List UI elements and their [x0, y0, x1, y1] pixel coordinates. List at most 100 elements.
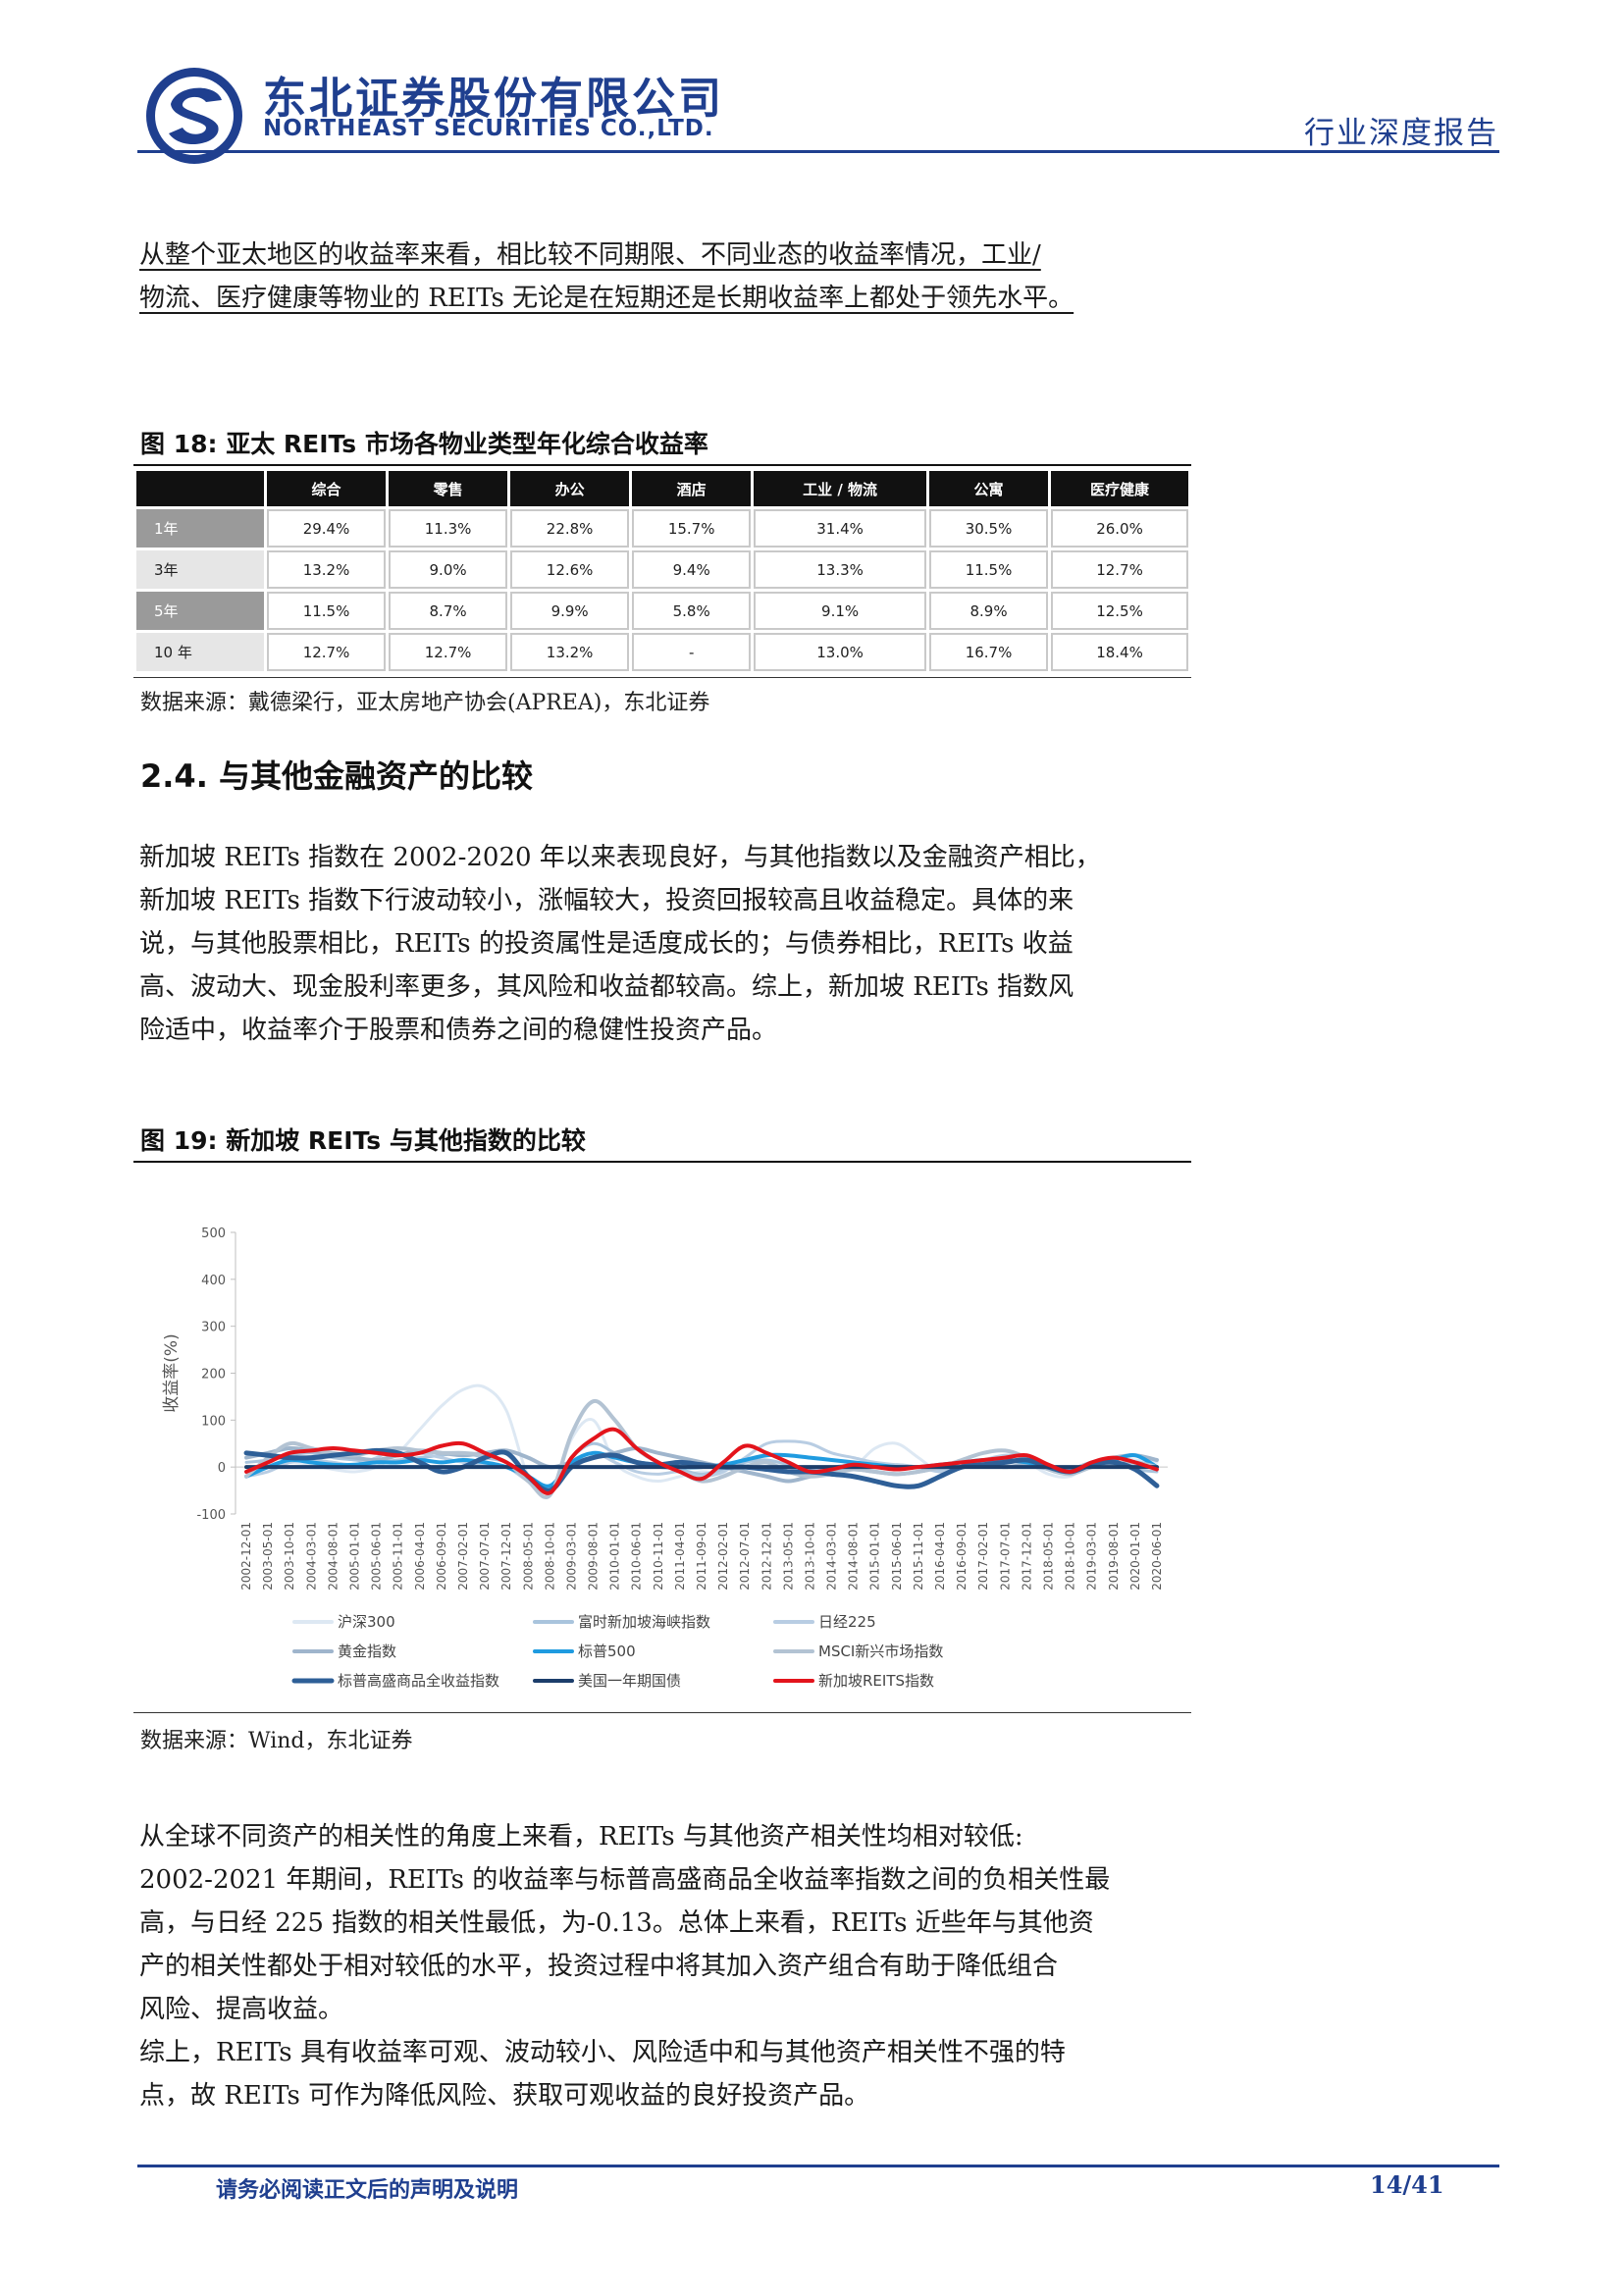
- table-header-row: 综合 零售 办公 酒店 工业 / 物流 公寓 医疗健康: [136, 471, 1188, 506]
- row-header: 1年: [136, 509, 264, 548]
- paragraph-line: 说，与其他股票相比，REITs 的投资属性是适度成长的；与债券相比，REITs …: [139, 929, 1074, 959]
- column-header: 办公: [510, 471, 630, 506]
- y-tick-label: -100: [196, 1508, 226, 1523]
- table-cell: 11.5%: [267, 592, 387, 630]
- figure18-source: 数据来源：戴德梁行，亚太房地产协会(APREA)，东北证券: [140, 691, 710, 715]
- table-cell: 18.4%: [1051, 633, 1188, 671]
- paragraph-line: 综上，REITs 具有收益率可观、波动较小、风险适中和与其他资产相关性不强的特: [139, 2038, 1066, 2067]
- report-type: 行业深度报告: [1304, 116, 1498, 151]
- page-number: 14/41: [1370, 2170, 1444, 2199]
- table-cell: 12.6%: [510, 550, 630, 589]
- chart-legend: 沪深300 富时新加坡海峡指数 日经225 黄金指数 标普500 MSCI新兴市场指数标普…: [291, 1613, 943, 1690]
- table-row: 1年 29.4% 11.3% 22.8% 15.7% 31.4% 30.5% 2…: [136, 509, 1188, 548]
- legend-label: 标普500: [578, 1643, 636, 1660]
- column-header: 医疗健康: [1051, 471, 1188, 506]
- x-tick-label: 2016-09-01: [955, 1522, 969, 1591]
- conclusion-paragraph: 从全球不同资产的相关性的角度上来看，REITs 与其他资产相关性均相对较低: 2…: [139, 1815, 1110, 2117]
- x-tick-label: 2006-09-01: [435, 1522, 448, 1591]
- table-cell: 16.7%: [929, 633, 1049, 671]
- y-tick-label: 200: [201, 1368, 226, 1383]
- x-tick-label: 2009-03-01: [564, 1522, 578, 1591]
- y-tick-label: 400: [201, 1274, 226, 1288]
- y-tick-label: 100: [201, 1414, 226, 1429]
- x-tick-label: 2009-08-01: [587, 1522, 601, 1591]
- table-cell: 12.7%: [389, 633, 508, 671]
- legend-label: 标普高盛商品全收益指数: [338, 1672, 499, 1690]
- header-divider: [137, 150, 1499, 153]
- x-tick-label: 2004-03-01: [304, 1522, 318, 1591]
- x-tick-label: 2017-12-01: [1020, 1522, 1033, 1591]
- paragraph-line: 高、波动大、现金股利率更多，其风险和收益都较高。综上，新加坡 REITs 指数风: [139, 972, 1074, 1002]
- table-cell: 13.2%: [510, 633, 630, 671]
- table-cell: 11.5%: [929, 550, 1049, 589]
- x-tick-label: 2020-01-01: [1128, 1522, 1142, 1591]
- table-cell: 15.7%: [632, 509, 752, 548]
- table-cell: 22.8%: [510, 509, 630, 548]
- x-tick-label: 2020-06-01: [1150, 1522, 1164, 1591]
- x-tick-label: 2008-05-01: [521, 1522, 535, 1591]
- paragraph-line: 新加坡 REITs 指数下行波动较小，涨幅较大，投资回报较高且收益稳定。具体的来: [139, 886, 1074, 915]
- x-tick-label: 2006-04-01: [413, 1522, 427, 1591]
- series-line: [244, 1427, 1159, 1495]
- x-tick-label: 2013-05-01: [781, 1522, 795, 1591]
- figure19-rule: [133, 1161, 1191, 1163]
- intro-line: 从整个亚太地区的收益率来看，相比较不同期限、不同业态的收益率情况，工业/: [139, 240, 1041, 270]
- paragraph-line: 新加坡 REITs 指数在 2002-2020 年以来表现良好，与其他指数以及金…: [139, 843, 1101, 872]
- footer-divider: [137, 2165, 1499, 2167]
- series-lines: [243, 1383, 1160, 1499]
- legend-label: 美国一年期国债: [578, 1672, 681, 1690]
- column-header: 零售: [389, 471, 508, 506]
- section-heading: 2.4. 与其他金融资产的比较: [140, 757, 533, 795]
- x-tick-label: 2014-08-01: [847, 1522, 861, 1591]
- x-tick-label: 2016-04-01: [933, 1522, 947, 1591]
- y-tick-label: 500: [201, 1226, 226, 1241]
- paragraph-line: 点，故 REITs 可作为降低风险、获取可观收益的良好投资产品。: [139, 2081, 870, 2111]
- table-cell: 12.7%: [1051, 550, 1188, 589]
- x-tick-label: 2010-11-01: [652, 1522, 665, 1591]
- table-cell: 9.4%: [632, 550, 752, 589]
- table-cell: 12.5%: [1051, 592, 1188, 630]
- figure18-bottom-rule: [133, 677, 1191, 678]
- x-tick-label: 2013-10-01: [803, 1522, 816, 1591]
- x-tick-label: 2007-07-01: [478, 1522, 492, 1591]
- figure18-table: 综合 零售 办公 酒店 工业 / 物流 公寓 医疗健康 1年 29.4% 11.…: [133, 468, 1191, 674]
- intro-line: 物流、医疗健康等物业的 REITs 无论是在短期还是长期收益率上都处于领先水平。: [139, 284, 1074, 313]
- legend-label: 黄金指数: [338, 1643, 396, 1660]
- x-tick-label: 2019-08-01: [1107, 1522, 1121, 1591]
- figure18-rule: [133, 464, 1191, 466]
- x-tick-label: 2004-08-01: [326, 1522, 340, 1591]
- y-tick-label: 300: [201, 1321, 226, 1335]
- table-cell: 12.7%: [267, 633, 387, 671]
- section-paragraph: 新加坡 REITs 指数在 2002-2020 年以来表现良好，与其他指数以及金…: [139, 836, 1101, 1052]
- x-tick-label: 2003-10-01: [283, 1522, 296, 1591]
- x-tick-label: 2005-01-01: [348, 1522, 362, 1591]
- x-tick-label: 2010-01-01: [608, 1522, 622, 1591]
- table-cell: 8.9%: [929, 592, 1049, 630]
- paragraph-line: 高，与日经 225 指数的相关性最低，为-0.13。总体上来看，REITs 近些…: [139, 1908, 1094, 1938]
- figure18-title: 图 18: 亚太 REITs 市场各物业类型年化综合收益率: [140, 430, 708, 458]
- y-tick-label: 0: [218, 1461, 226, 1476]
- x-tick-label: 2007-02-01: [456, 1522, 470, 1591]
- paragraph-line: 险适中，收益率介于股票和债券之间的稳健性投资产品。: [139, 1016, 778, 1045]
- paragraph-line: 风险、提高收益。: [139, 1995, 344, 2024]
- x-tick-label: 2015-11-01: [912, 1522, 925, 1591]
- legend-label: MSCI新兴市场指数: [818, 1643, 943, 1660]
- x-tick-label: 2012-02-01: [716, 1522, 730, 1591]
- company-name-en: NORTHEAST SECURITIES CO.,LTD.: [263, 116, 714, 141]
- legend-label: 日经225: [818, 1613, 876, 1631]
- column-header: 公寓: [929, 471, 1049, 506]
- footer-disclaimer: 请务必阅读正文后的声明及说明: [216, 2178, 519, 2203]
- x-tick-label: 2017-07-01: [998, 1522, 1012, 1591]
- x-tick-label: 2005-11-01: [392, 1522, 405, 1591]
- x-tick-label: 2019-03-01: [1085, 1522, 1099, 1591]
- x-tick-label: 2015-01-01: [868, 1522, 882, 1591]
- x-tick-label: 2011-04-01: [673, 1522, 687, 1591]
- table-cell: 13.3%: [754, 550, 927, 589]
- table-cell: 8.7%: [389, 592, 508, 630]
- x-tick-label: 2003-05-01: [261, 1522, 275, 1591]
- x-tick-label: 2017-02-01: [976, 1522, 990, 1591]
- table-cell: -: [632, 633, 752, 671]
- legend-label: 新加坡REITS指数: [818, 1672, 934, 1690]
- table-corner: [136, 471, 264, 506]
